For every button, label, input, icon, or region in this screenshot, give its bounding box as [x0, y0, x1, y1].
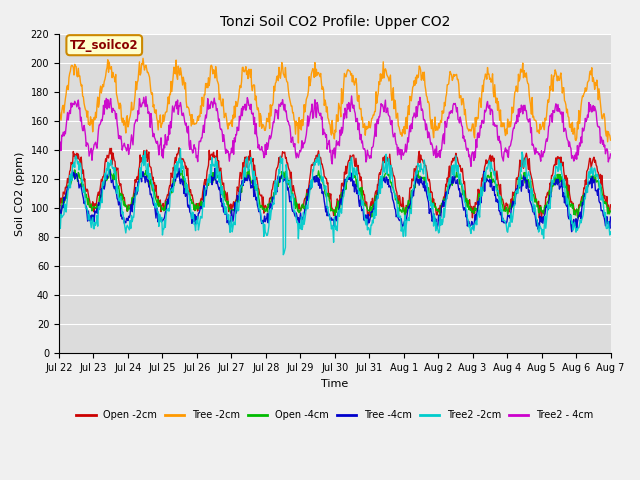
- X-axis label: Time: Time: [321, 379, 348, 389]
- Y-axis label: Soil CO2 (ppm): Soil CO2 (ppm): [15, 152, 25, 236]
- Text: TZ_soilco2: TZ_soilco2: [70, 39, 138, 52]
- Legend: Open -2cm, Tree -2cm, Open -4cm, Tree -4cm, Tree2 -2cm, Tree2 - 4cm: Open -2cm, Tree -2cm, Open -4cm, Tree -4…: [72, 406, 597, 424]
- Title: Tonzi Soil CO2 Profile: Upper CO2: Tonzi Soil CO2 Profile: Upper CO2: [220, 15, 450, 29]
